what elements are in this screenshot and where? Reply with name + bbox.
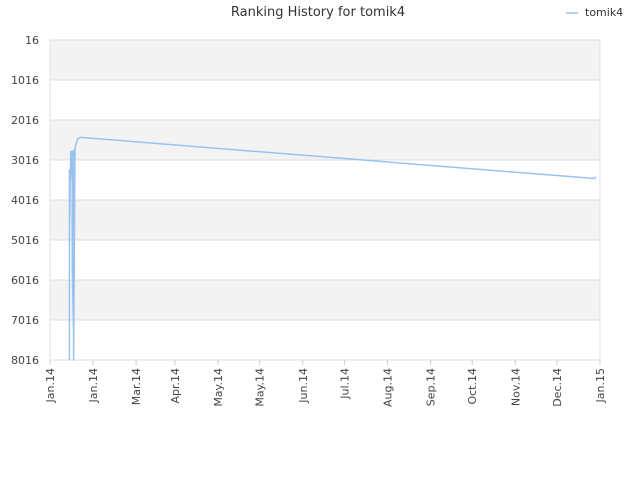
legend-label: tomik4 <box>585 6 623 19</box>
plot-border <box>49 39 601 361</box>
y-tick-label: 16 <box>25 34 39 47</box>
y-tick-label: 5016 <box>11 234 39 247</box>
plot-background <box>50 40 600 360</box>
x-tick-label: Jul.14 <box>338 368 351 400</box>
y-tick-label: 6016 <box>11 274 39 287</box>
chart-title: Ranking History for tomik4 <box>231 5 405 20</box>
y-tick-label: 7016 <box>11 314 39 327</box>
x-tick-label: Jun.14 <box>297 368 310 404</box>
y-tick-label: 4016 <box>11 194 39 207</box>
plot-band <box>50 160 600 200</box>
x-tick-label: Apr.14 <box>169 368 182 404</box>
plot-band <box>50 320 600 360</box>
y-tick-label: 3016 <box>11 154 39 167</box>
y-tick-label: 2016 <box>11 114 39 127</box>
gridlines <box>49 39 601 361</box>
x-tick-label: May.14 <box>254 368 267 407</box>
plot-band <box>50 200 600 240</box>
plot-band <box>50 120 600 160</box>
x-axis: Jan.14 Jan.14 Mar.14 Apr.14 May.14 May.14 Jun.… <box>44 360 607 407</box>
y-axis: 16 1016 2016 3016 4016 5016 6016 7016 8016 <box>11 34 39 367</box>
series-layer <box>68 136 597 361</box>
plot-band <box>50 80 600 120</box>
plot-band <box>50 240 600 280</box>
y-tick-label: 8016 <box>11 354 39 367</box>
x-tick-label: Jan.14 <box>44 368 57 403</box>
legend[interactable]: tomik4 <box>566 6 623 19</box>
x-tick-label: Aug.14 <box>382 368 395 407</box>
plot-band <box>50 280 600 320</box>
x-tick-label: Dec.14 <box>551 368 564 407</box>
x-tick-label: Nov.14 <box>509 368 522 406</box>
y-tick-label: 1016 <box>11 74 39 87</box>
series-line-tomik4 <box>68 136 597 361</box>
plot-band <box>50 40 600 80</box>
x-tick-label: Jan.14 <box>87 368 100 403</box>
x-tick-label: Sep.14 <box>425 368 438 406</box>
x-tick-label: Mar.14 <box>130 368 143 405</box>
x-tick-label: May.14 <box>212 368 225 407</box>
x-tick-label: Oct.14 <box>466 368 479 405</box>
x-tick-label: Jan.15 <box>594 368 607 403</box>
